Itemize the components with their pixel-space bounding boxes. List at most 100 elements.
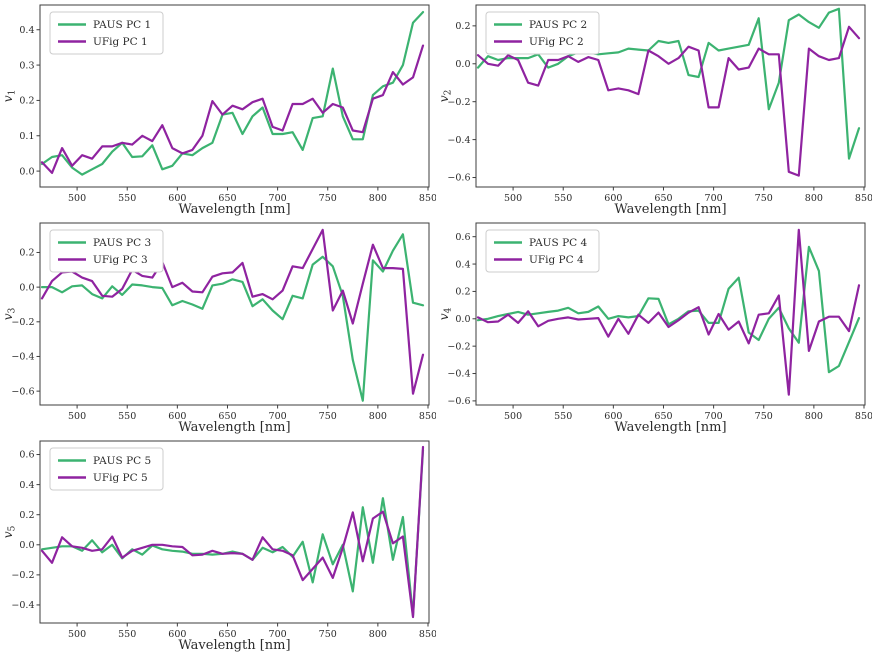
y-tick-label: −0.6 [447, 173, 470, 184]
y-tick-label: 0.2 [19, 96, 34, 107]
x-tick-label: 800 [805, 411, 823, 422]
y-tick-label: −0.2 [11, 570, 34, 581]
empty-cell [436, 436, 872, 654]
y-tick-label: −0.4 [447, 369, 470, 380]
chart-panel-v4: 500 550 600 650 700 750 800 850 −0.6 −0.4 −0.2 0.0 0… [436, 218, 872, 436]
x-tick-label: 550 [118, 629, 136, 640]
y-axis-label: v4 [436, 307, 454, 320]
y-tick-label: 0.4 [19, 480, 34, 491]
x-tick-label: 750 [319, 629, 337, 640]
x-tick-label: 550 [554, 411, 572, 422]
x-tick-label: 800 [369, 193, 387, 204]
y-tick-label: 0.0 [19, 166, 34, 177]
y-axis-label: v2 [436, 90, 454, 103]
x-tick-label: 650 [654, 193, 672, 204]
legend-box [49, 447, 164, 491]
y-tick-label: −0.4 [11, 600, 34, 611]
x-axis-label: Wavelength [nm] [614, 202, 726, 217]
chart-svg-v1: 500 550 600 650 700 750 800 850 0.0 0.1 0.2 0.3 0.4 W… [0, 0, 436, 218]
y-tick-label: −0.4 [447, 135, 470, 146]
series-line-ufig-pc-3 [40, 228, 425, 395]
series-line-ufig-pc-4 [476, 228, 861, 396]
chart-svg-v5: 500 550 600 650 700 750 800 850 −0.4 −0.2 0.0 0.2 0.… [0, 436, 436, 654]
x-tick-label: 800 [805, 193, 823, 204]
x-tick-label: 700 [269, 411, 287, 422]
legend-label: PAUS PC 3 [93, 237, 151, 249]
x-axis-label: Wavelength [nm] [178, 638, 290, 653]
x-axis-label: Wavelength [nm] [178, 420, 290, 435]
x-tick-label: 650 [218, 193, 236, 204]
y-tick-label: 0.1 [19, 131, 34, 142]
y-tick-label: 0.0 [455, 314, 470, 325]
x-axis-label: Wavelength [nm] [178, 202, 290, 217]
x-tick-label: 650 [218, 629, 236, 640]
y-tick-label: −0.6 [11, 386, 34, 397]
x-tick-label: 500 [68, 629, 86, 640]
y-tick-label: 0.6 [455, 232, 470, 243]
chart-svg-v3: 500 550 600 650 700 750 800 850 −0.6 −0.4 −0.2 0.0 0… [0, 218, 436, 436]
series-line-paus-pc-4 [476, 245, 861, 374]
x-tick-label: 500 [504, 411, 522, 422]
series-line-paus-pc-2 [476, 7, 861, 160]
plot-area [39, 4, 430, 188]
legend-label: UFig PC 3 [93, 254, 148, 266]
x-tick-label: 700 [269, 193, 287, 204]
x-tick-label: 850 [855, 193, 872, 204]
x-tick-label: 700 [269, 629, 287, 640]
x-tick-label: 550 [118, 193, 136, 204]
chart-svg-v2: 500 550 600 650 700 750 800 850 −0.6 −0.4 −0.2 0.0 0… [436, 0, 872, 218]
legend-box [49, 229, 164, 273]
chart-panel-v1: 500 550 600 650 700 750 800 850 0.0 0.1 0.2 0.3 0.4 W… [0, 0, 436, 218]
plot-area [39, 222, 430, 406]
legend-label: PAUS PC 1 [93, 19, 151, 31]
legend-label: UFig PC 1 [93, 36, 148, 48]
x-tick-label: 500 [68, 411, 86, 422]
legend-box [485, 229, 600, 273]
plot-area [475, 222, 866, 406]
series-line-paus-pc-1 [40, 11, 425, 176]
x-tick-label: 750 [755, 193, 773, 204]
legend-label: UFig PC 4 [529, 254, 584, 266]
x-tick-label: 600 [604, 193, 622, 204]
chart-panel-v5: 500 550 600 650 700 750 800 850 −0.4 −0.2 0.0 0.2 0.… [0, 436, 436, 654]
y-tick-label: −0.2 [447, 97, 470, 108]
x-tick-label: 800 [369, 411, 387, 422]
y-tick-label: 0.4 [19, 25, 34, 36]
plot-area [39, 440, 430, 624]
y-tick-label: 0.0 [455, 59, 470, 70]
legend-label: PAUS PC 4 [529, 237, 588, 249]
x-tick-label: 750 [755, 411, 773, 422]
x-tick-label: 650 [654, 411, 672, 422]
x-tick-label: 850 [419, 629, 436, 640]
y-tick-label: −0.2 [11, 317, 34, 328]
y-tick-label: 0.3 [19, 60, 34, 71]
chart-panel-v3: 500 550 600 650 700 750 800 850 −0.6 −0.4 −0.2 0.0 0… [0, 218, 436, 436]
series-line-paus-pc-3 [40, 233, 425, 402]
y-tick-label: −0.6 [447, 396, 470, 407]
x-tick-label: 550 [554, 193, 572, 204]
x-tick-label: 600 [168, 629, 186, 640]
legend-box [49, 11, 164, 55]
legend-label: UFig PC 2 [529, 36, 584, 48]
y-tick-label: 0.4 [455, 259, 470, 270]
legend-box [485, 11, 600, 55]
x-tick-label: 850 [855, 411, 872, 422]
x-tick-label: 850 [419, 411, 436, 422]
x-tick-label: 550 [118, 411, 136, 422]
x-tick-label: 850 [419, 193, 436, 204]
x-tick-label: 500 [504, 193, 522, 204]
y-axis-label: v5 [0, 525, 18, 538]
x-tick-label: 750 [319, 193, 337, 204]
x-tick-label: 500 [68, 193, 86, 204]
x-tick-label: 600 [168, 193, 186, 204]
y-tick-label: 0.2 [19, 248, 34, 259]
chart-panel-v2: 500 550 600 650 700 750 800 850 −0.6 −0.4 −0.2 0.0 0… [436, 0, 872, 218]
y-tick-label: 0.2 [19, 510, 34, 521]
y-axis-label: v3 [0, 307, 18, 320]
x-tick-label: 650 [218, 411, 236, 422]
y-tick-label: 0.6 [19, 450, 34, 461]
series-line-ufig-pc-2 [476, 25, 861, 177]
x-tick-label: 750 [319, 411, 337, 422]
y-tick-label: 0.2 [455, 287, 470, 298]
